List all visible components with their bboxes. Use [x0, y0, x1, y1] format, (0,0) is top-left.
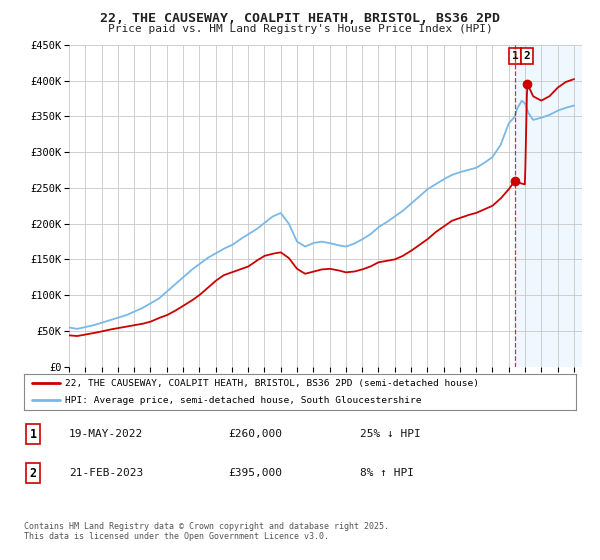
Text: 22, THE CAUSEWAY, COALPIT HEATH, BRISTOL, BS36 2PD: 22, THE CAUSEWAY, COALPIT HEATH, BRISTOL…	[100, 12, 500, 25]
Text: £395,000: £395,000	[228, 468, 282, 478]
Text: 2: 2	[524, 51, 530, 61]
Text: 2: 2	[29, 466, 37, 480]
Text: 22, THE CAUSEWAY, COALPIT HEATH, BRISTOL, BS36 2PD (semi-detached house): 22, THE CAUSEWAY, COALPIT HEATH, BRISTOL…	[65, 379, 479, 388]
Bar	[528, 45, 582, 367]
Text: Price paid vs. HM Land Registry's House Price Index (HPI): Price paid vs. HM Land Registry's House …	[107, 24, 493, 34]
Text: 25% ↓ HPI: 25% ↓ HPI	[360, 429, 421, 439]
Text: 21-FEB-2023: 21-FEB-2023	[69, 468, 143, 478]
Text: 1: 1	[29, 427, 37, 441]
Text: 19-MAY-2022: 19-MAY-2022	[69, 429, 143, 439]
Bar	[515, 45, 582, 367]
Text: This data is licensed under the Open Government Licence v3.0.: This data is licensed under the Open Gov…	[24, 532, 329, 541]
Text: £260,000: £260,000	[228, 429, 282, 439]
Text: HPI: Average price, semi-detached house, South Gloucestershire: HPI: Average price, semi-detached house,…	[65, 395, 422, 404]
Text: 1: 1	[512, 51, 518, 61]
Text: 8% ↑ HPI: 8% ↑ HPI	[360, 468, 414, 478]
Text: Contains HM Land Registry data © Crown copyright and database right 2025.: Contains HM Land Registry data © Crown c…	[24, 522, 389, 531]
